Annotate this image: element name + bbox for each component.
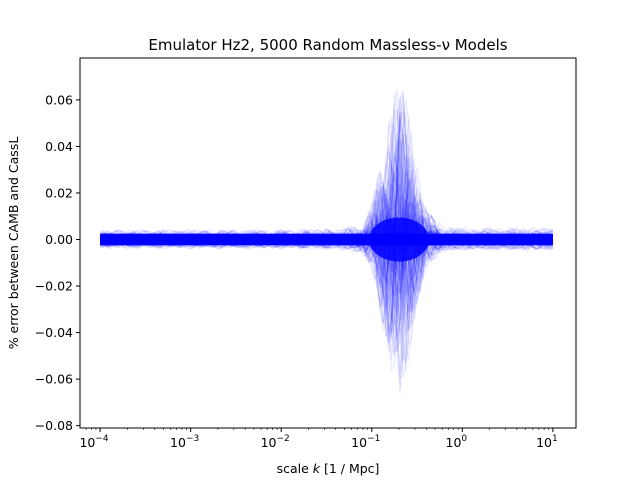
series-line bbox=[99, 126, 554, 317]
x-axis-label: scale k [1 / Mpc] bbox=[277, 461, 380, 476]
series-line bbox=[99, 152, 554, 362]
series-line bbox=[99, 138, 554, 310]
series-line bbox=[99, 109, 554, 325]
dense-series-core bbox=[369, 217, 430, 262]
series-line bbox=[99, 90, 554, 352]
chart-title: Emulator Hz2, 5000 Random Massless-ν Mod… bbox=[148, 36, 507, 54]
dense-series-band bbox=[100, 233, 553, 246]
series-line bbox=[99, 118, 554, 387]
x-axis-label-var: k bbox=[313, 461, 321, 476]
series-line bbox=[99, 112, 554, 333]
series-line bbox=[99, 94, 554, 360]
series-line bbox=[99, 93, 554, 344]
y-tick-label: 0.00 bbox=[45, 232, 73, 247]
series-line bbox=[99, 140, 553, 308]
y-tick-label: 0.06 bbox=[45, 92, 73, 107]
series-line bbox=[99, 88, 554, 347]
series-line bbox=[99, 110, 554, 336]
series-line bbox=[99, 156, 554, 349]
x-tick-label: 10−1 bbox=[351, 434, 380, 450]
series-line bbox=[99, 175, 554, 340]
plot-frame bbox=[79, 57, 577, 429]
series-line bbox=[99, 97, 554, 337]
y-tick-label: −0.08 bbox=[35, 418, 73, 433]
series-line bbox=[99, 115, 554, 338]
y-tick-label: −0.06 bbox=[35, 372, 73, 387]
x-tick-label: 100 bbox=[446, 434, 468, 450]
x-tick-label: 101 bbox=[536, 434, 558, 450]
x-tick-label: 10−3 bbox=[170, 434, 199, 450]
series-line bbox=[99, 144, 553, 371]
series-line bbox=[99, 179, 554, 336]
y-axis-label: % error between CAMB and CassL bbox=[6, 137, 21, 350]
series-line bbox=[99, 149, 554, 378]
x-axis-label-prefix: scale bbox=[277, 461, 313, 476]
y-axis: 0.06 0.04 0.02 0.00 −0.02 −0.04 −0.06 −0.08 bbox=[35, 92, 80, 433]
x-axis: 10−4 10−3 10−2 10−1 100 101 bbox=[79, 428, 558, 450]
series-line bbox=[99, 159, 554, 344]
x-tick-label: 10−4 bbox=[79, 434, 108, 450]
y-tick-label: −0.04 bbox=[35, 325, 73, 340]
series-line bbox=[99, 118, 554, 337]
series-line bbox=[100, 112, 554, 331]
series-line bbox=[99, 179, 554, 324]
y-tick-label: −0.02 bbox=[35, 279, 73, 294]
y-tick-label: 0.04 bbox=[45, 139, 73, 154]
series-line bbox=[99, 163, 554, 352]
x-tick-label: 10−2 bbox=[261, 434, 290, 450]
x-axis-label-suffix: [1 / Mpc] bbox=[320, 461, 379, 476]
series-line bbox=[99, 102, 554, 342]
series-line bbox=[99, 117, 554, 394]
series-line bbox=[99, 145, 554, 300]
y-tick-label: 0.02 bbox=[45, 185, 73, 200]
series-lines bbox=[99, 88, 554, 394]
series-line bbox=[99, 111, 554, 344]
series-line bbox=[99, 140, 554, 312]
